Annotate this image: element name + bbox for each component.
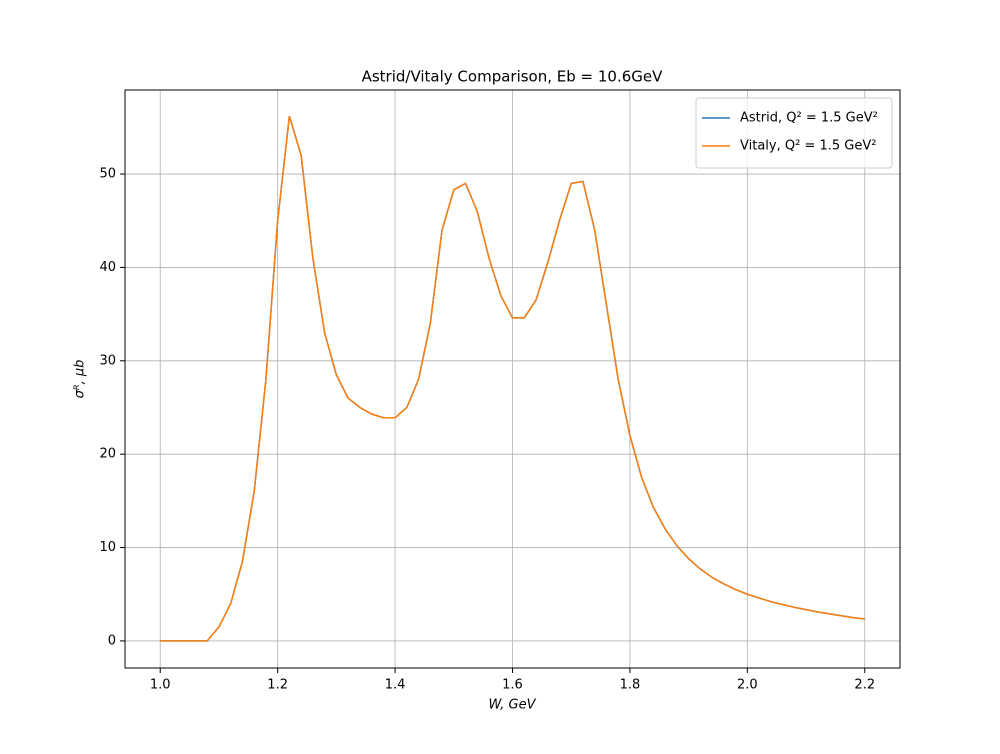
legend-label: Astrid, Q² = 1.5 GeV² <box>740 111 878 126</box>
x-tick-label: 1.8 <box>620 678 641 693</box>
x-tick-label: 1.0 <box>150 678 171 693</box>
plot-frame <box>124 89 901 669</box>
y-tick-label: 10 <box>99 540 116 555</box>
y-tick-label: 40 <box>99 260 116 275</box>
y-tick-label: 50 <box>99 167 116 182</box>
series-line <box>160 115 865 642</box>
x-axis-label: W, GeV <box>488 698 536 713</box>
legend-label: Vitaly, Q² = 1.5 GeV² <box>740 139 876 154</box>
x-tick-label: 1.4 <box>385 678 406 693</box>
chart-title: Astrid/Vitaly Comparison, Eb = 10.6GeV <box>362 68 664 86</box>
x-tick-label: 2.0 <box>737 678 758 693</box>
x-tick-label: 1.2 <box>267 678 288 693</box>
y-tick-label: 30 <box>99 353 116 368</box>
legend-box <box>695 97 893 169</box>
y-tick-label: 20 <box>99 447 116 462</box>
x-tick-label: 1.6 <box>502 678 523 693</box>
x-tick-label: 2.2 <box>854 678 875 693</box>
y-tick-label: 0 <box>108 633 116 648</box>
y-axis-label: σᴿ, μb <box>73 360 88 399</box>
